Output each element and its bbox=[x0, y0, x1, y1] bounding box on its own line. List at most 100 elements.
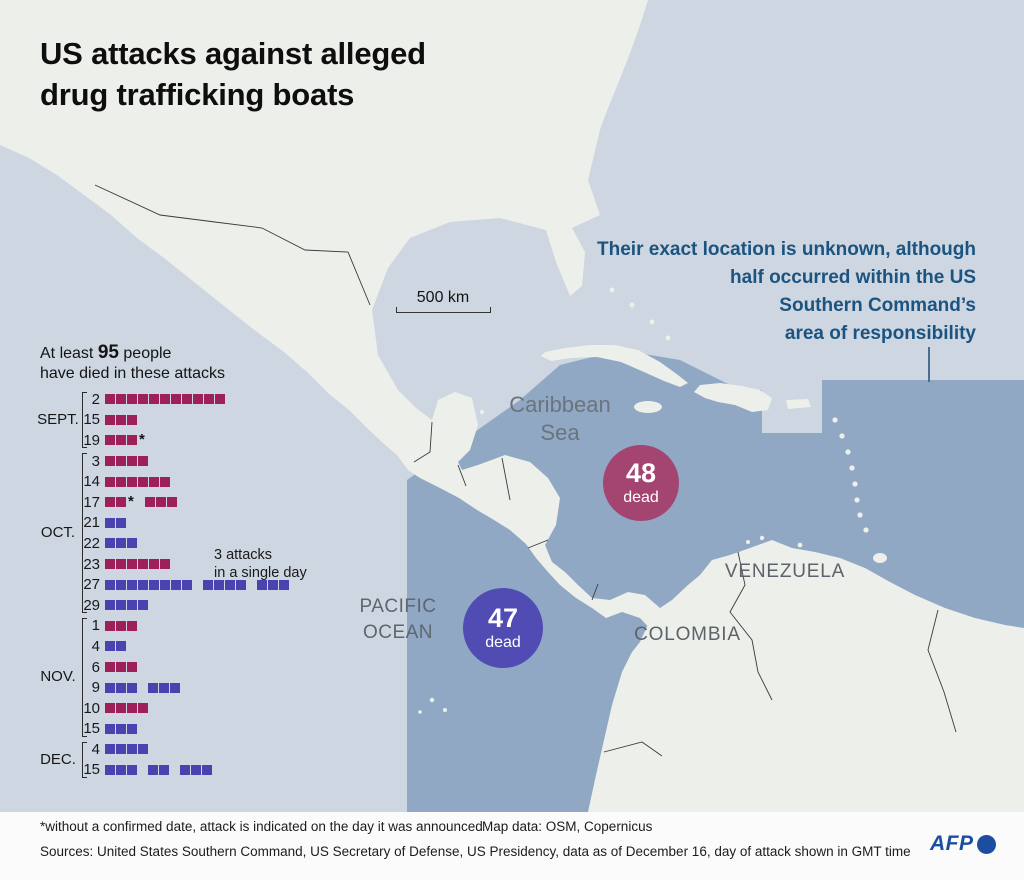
multi-attack-annotation: 3 attacks in a single day bbox=[214, 547, 307, 581]
month-label: SEPT. bbox=[37, 410, 79, 428]
attack-group bbox=[105, 394, 225, 405]
death-square-pacific bbox=[159, 764, 169, 775]
timeline-row: 1 bbox=[36, 616, 346, 637]
death-square-pacific bbox=[105, 579, 115, 590]
attack-groups bbox=[105, 682, 180, 693]
timeline-row: 2 bbox=[36, 389, 346, 410]
month-label: OCT. bbox=[40, 524, 76, 542]
death-square-pacific bbox=[127, 600, 137, 611]
death-square-caribbean bbox=[160, 559, 170, 570]
death-square-caribbean bbox=[105, 497, 115, 508]
death-square-pacific bbox=[116, 517, 126, 528]
death-square-pacific bbox=[127, 723, 137, 734]
month-bracket bbox=[82, 391, 87, 449]
attack-groups bbox=[105, 600, 148, 611]
attack-groups: * bbox=[105, 494, 177, 509]
caribbean-deaths-bubble: 48 dead bbox=[603, 445, 679, 521]
galapagos-island bbox=[418, 710, 422, 714]
month-bracket bbox=[82, 741, 87, 778]
attack-group bbox=[105, 744, 148, 755]
timeline-day-label: 23 bbox=[83, 555, 100, 573]
death-square-pacific bbox=[116, 764, 126, 775]
death-toll-number: 95 bbox=[97, 342, 119, 363]
death-square-pacific bbox=[138, 600, 148, 611]
islands-group bbox=[418, 287, 887, 714]
timeline-day-label: 2 bbox=[91, 390, 100, 408]
death-square-pacific bbox=[105, 764, 115, 775]
mexico-guatemala-border bbox=[413, 421, 433, 463]
attack-group bbox=[180, 764, 212, 775]
death-toll-note: At least 95 people have died in these at… bbox=[40, 341, 270, 384]
timeline-day-label: 15 bbox=[83, 761, 100, 779]
timeline-row: 22 bbox=[36, 533, 346, 554]
death-square-caribbean bbox=[116, 394, 126, 405]
death-square-pacific bbox=[105, 641, 115, 652]
timeline-row: 4 bbox=[36, 739, 346, 760]
attack-group bbox=[105, 517, 126, 528]
death-square-pacific bbox=[191, 764, 201, 775]
lesser-antilles-island bbox=[854, 497, 860, 503]
timeline-day-label: 10 bbox=[83, 699, 100, 717]
hispaniola-island bbox=[694, 383, 772, 412]
attack-groups bbox=[105, 620, 137, 631]
death-square-caribbean bbox=[116, 559, 126, 570]
bubble-dead-label: dead bbox=[623, 488, 659, 506]
death-square-pacific bbox=[203, 579, 213, 590]
death-toll-suffix: people have died in these attacks bbox=[40, 345, 226, 383]
death-square-caribbean bbox=[160, 394, 170, 405]
death-square-pacific bbox=[127, 538, 137, 549]
attack-group bbox=[105, 682, 137, 693]
venezuela-guyana-border bbox=[927, 609, 957, 733]
us-mexico-border bbox=[94, 184, 371, 306]
death-square-caribbean bbox=[127, 394, 137, 405]
attack-groups bbox=[105, 723, 137, 734]
attack-groups bbox=[105, 579, 289, 590]
death-square-caribbean bbox=[116, 435, 126, 446]
timeline-row: 10 bbox=[36, 698, 346, 719]
death-square-caribbean bbox=[149, 559, 159, 570]
attack-group bbox=[105, 641, 126, 652]
timeline-row: 27 bbox=[36, 574, 346, 595]
timeline-row: 21 bbox=[36, 513, 346, 534]
death-square-caribbean bbox=[105, 703, 115, 714]
death-square-caribbean bbox=[160, 476, 170, 487]
death-square-caribbean bbox=[204, 394, 214, 405]
death-square-caribbean bbox=[105, 456, 115, 467]
timeline-row: 15 bbox=[36, 410, 346, 431]
bahamas-island bbox=[649, 319, 655, 325]
attack-group bbox=[148, 764, 169, 775]
death-square-pacific bbox=[268, 579, 278, 590]
colombia-venezuela-border bbox=[729, 551, 773, 701]
scale-bar bbox=[396, 307, 491, 313]
timeline-day-label: 15 bbox=[83, 411, 100, 429]
death-square-pacific bbox=[127, 744, 137, 755]
attack-group bbox=[105, 662, 137, 673]
attack-groups bbox=[105, 456, 148, 467]
timeline-row: 29 bbox=[36, 595, 346, 616]
attack-groups bbox=[105, 538, 137, 549]
death-square-pacific bbox=[116, 641, 126, 652]
bahamas-island bbox=[665, 335, 671, 341]
death-square-pacific bbox=[105, 744, 115, 755]
death-square-caribbean bbox=[127, 703, 137, 714]
death-square-pacific bbox=[105, 723, 115, 734]
landmass-group bbox=[0, 0, 1024, 812]
death-square-pacific bbox=[202, 764, 212, 775]
note-connector-line bbox=[928, 347, 930, 382]
death-square-pacific bbox=[105, 517, 115, 528]
timeline-row: 6 bbox=[36, 657, 346, 678]
death-square-caribbean bbox=[138, 703, 148, 714]
death-square-caribbean bbox=[144, 497, 155, 508]
death-square-pacific bbox=[171, 579, 181, 590]
attack-group bbox=[105, 476, 170, 487]
attack-groups bbox=[105, 641, 126, 652]
sources-text: Sources: United States Southern Command,… bbox=[40, 844, 911, 859]
timeline-day-label: 3 bbox=[91, 452, 100, 470]
death-square-pacific bbox=[180, 764, 190, 775]
death-square-caribbean bbox=[127, 435, 137, 446]
death-square-pacific bbox=[236, 579, 246, 590]
map-credit-text: Map data: OSM, Copernicus bbox=[482, 819, 653, 834]
honduras-nicaragua-border bbox=[501, 457, 511, 501]
lesser-antilles-island bbox=[845, 449, 851, 455]
